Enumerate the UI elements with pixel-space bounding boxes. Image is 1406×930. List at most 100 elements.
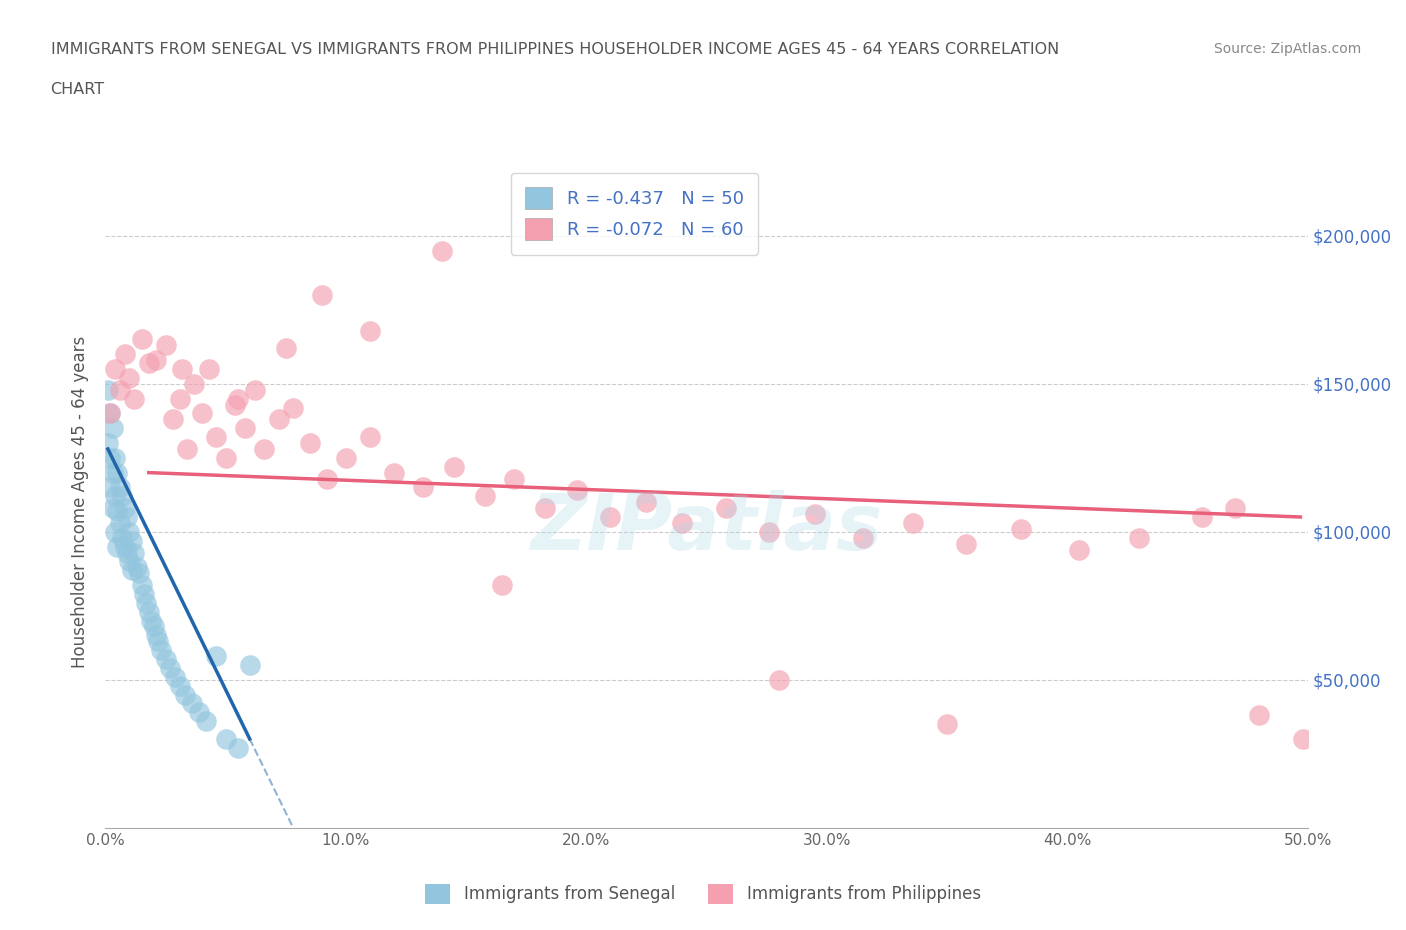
Point: [97, 435, 120, 450]
Point: [173, 687, 195, 702]
Point: [111, 489, 134, 504]
Point: [474, 489, 496, 504]
Point: [155, 652, 177, 667]
Point: [145, 628, 167, 643]
Point: [111, 530, 134, 545]
Point: [1292, 732, 1315, 747]
Point: [198, 362, 221, 377]
Point: [239, 658, 262, 672]
Point: [803, 507, 825, 522]
Point: [267, 412, 290, 427]
Legend: R = -0.437   N = 50, R = -0.072   N = 60: R = -0.437 N = 50, R = -0.072 N = 60: [510, 173, 758, 255]
Point: [155, 338, 177, 352]
Point: [132, 587, 155, 602]
Point: [534, 500, 557, 515]
Point: [758, 525, 780, 539]
Point: [311, 287, 333, 302]
Point: [382, 465, 405, 480]
Point: [599, 510, 621, 525]
Point: [205, 430, 228, 445]
Point: [121, 563, 143, 578]
Point: [233, 420, 256, 435]
Point: [101, 465, 124, 480]
Point: [121, 533, 143, 548]
Point: [148, 634, 170, 649]
Point: [104, 450, 127, 465]
Point: [190, 406, 212, 421]
Point: [107, 504, 129, 519]
Point: [135, 595, 157, 610]
Y-axis label: Householder Income Ages 45 - 64 years: Householder Income Ages 45 - 64 years: [72, 336, 90, 669]
Point: [115, 510, 138, 525]
Point: [142, 619, 165, 634]
Point: [108, 382, 131, 397]
Point: [565, 483, 588, 498]
Point: [172, 362, 194, 377]
Point: [114, 347, 136, 362]
Point: [104, 525, 127, 539]
Point: [335, 450, 357, 465]
Point: [108, 515, 131, 530]
Point: [936, 717, 959, 732]
Point: [243, 382, 266, 397]
Point: [169, 392, 191, 406]
Point: [138, 604, 160, 619]
Text: CHART: CHART: [51, 82, 104, 97]
Point: [128, 565, 150, 580]
Point: [98, 480, 121, 495]
Point: [108, 480, 131, 495]
Point: [955, 537, 977, 551]
Point: [430, 244, 453, 259]
Point: [176, 442, 198, 457]
Point: [107, 539, 129, 554]
Point: [359, 430, 381, 445]
Point: [145, 352, 167, 367]
Point: [124, 392, 146, 406]
Point: [159, 660, 181, 675]
Point: [98, 406, 121, 421]
Point: [101, 420, 124, 435]
Point: [205, 648, 228, 663]
Point: [181, 696, 204, 711]
Point: [97, 382, 120, 397]
Point: [714, 500, 737, 515]
Point: [1011, 522, 1033, 537]
Point: [183, 377, 205, 392]
Point: [107, 465, 129, 480]
Point: [226, 392, 249, 406]
Point: [1225, 500, 1247, 515]
Text: ZIPatlas: ZIPatlas: [530, 490, 883, 566]
Point: [359, 323, 381, 338]
Point: [149, 643, 172, 658]
Point: [104, 489, 127, 504]
Point: [98, 406, 121, 421]
Point: [214, 450, 236, 465]
Point: [298, 435, 321, 450]
Point: [188, 705, 211, 720]
Point: [443, 459, 465, 474]
Point: [101, 500, 124, 515]
Point: [903, 515, 925, 530]
Point: [636, 495, 658, 510]
Point: [253, 442, 276, 457]
Point: [1191, 510, 1213, 525]
Point: [98, 450, 121, 465]
Point: [165, 670, 187, 684]
Point: [104, 362, 127, 377]
Point: [138, 355, 160, 370]
Point: [226, 740, 249, 755]
Point: [114, 500, 136, 515]
Point: [1069, 542, 1091, 557]
Point: [1249, 708, 1271, 723]
Point: [281, 400, 304, 415]
Point: [115, 545, 138, 560]
Point: [131, 332, 153, 347]
Point: [195, 713, 218, 728]
Point: [124, 545, 146, 560]
Point: [131, 578, 153, 592]
Point: [118, 370, 141, 385]
Point: [224, 397, 246, 412]
Point: [139, 613, 162, 628]
Point: [852, 530, 875, 545]
Point: [214, 732, 236, 747]
